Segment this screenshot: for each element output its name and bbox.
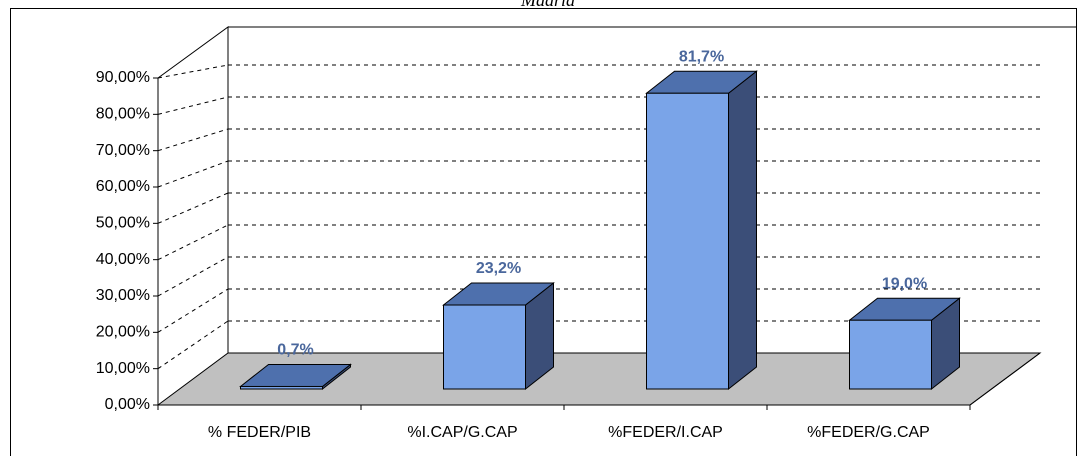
y-tick-label: 80,00% [96,106,150,123]
value-label: 0,7% [277,342,313,359]
bar [849,319,932,390]
chart-title: Madrid [520,0,576,10]
value-label: 23,2% [476,260,521,277]
grid-line [157,256,229,297]
x-tick-label: %I.CAP/G.CAP [407,424,517,441]
value-label: 19,0% [882,275,927,292]
y-tick-label: 30,00% [96,287,150,304]
y-tick-label: 10,00% [96,360,150,377]
y-tick-label: 20,00% [96,324,150,341]
grid-line [157,64,229,79]
y-tick-label: 50,00% [96,215,150,232]
bar [646,92,729,390]
y-tick-label: 0,00% [105,396,150,413]
floor-edge [969,352,1041,406]
bar [443,304,526,390]
y-tick-label: 40,00% [96,251,150,268]
y-tick-label: 90,00% [96,69,150,86]
y-tick-label: 60,00% [96,178,150,195]
grid-line [157,288,229,333]
x-tick-label: % FEDER/PIB [208,424,311,441]
x-tick-label: %FEDER/I.CAP [608,424,723,441]
value-label: 81,7% [679,48,724,65]
bar-side [728,70,757,391]
x-tick-label: %FEDER/G.CAP [807,424,930,441]
grid-line [157,224,229,261]
side-wall [157,26,229,405]
grid-line [157,320,229,370]
y-tick-label: 70,00% [96,142,150,159]
bar [240,385,323,390]
